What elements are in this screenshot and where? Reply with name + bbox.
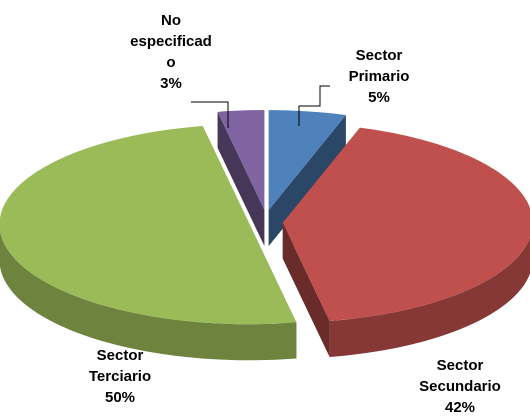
data-label: Sector Terciario 50% xyxy=(70,345,170,408)
slice-face xyxy=(268,115,346,247)
pie-tops xyxy=(0,110,530,325)
slice-face xyxy=(217,111,265,247)
data-label: Sector Primario 5% xyxy=(336,45,422,108)
category-label: No especificado xyxy=(130,12,212,71)
data-label: No especificado 3% xyxy=(128,10,214,94)
slice-face xyxy=(282,222,330,357)
value-label: 3% xyxy=(160,75,182,92)
category-label: Sector Secundario xyxy=(419,357,501,395)
leader-line xyxy=(298,85,330,126)
slice xyxy=(268,110,346,211)
category-label: Sector Primario xyxy=(348,47,410,85)
slice xyxy=(217,110,265,211)
value-label: 50% xyxy=(104,389,136,406)
value-label: 5% xyxy=(368,89,390,106)
value-label: 42% xyxy=(444,399,476,416)
slice-side xyxy=(329,237,530,357)
slice xyxy=(0,126,297,325)
category-label: Sector Terciario xyxy=(88,347,152,385)
slice-side xyxy=(0,230,297,361)
slice xyxy=(282,127,530,321)
data-label: Sector Secundario 42% xyxy=(410,355,510,418)
leader-line xyxy=(191,101,229,128)
